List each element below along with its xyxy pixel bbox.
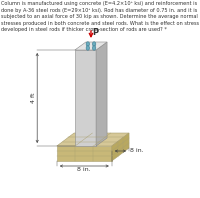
Text: Column is manufactured using concrete (E=4.2×10³ ksi) and reinforcement is
done : Column is manufactured using concrete (E… — [1, 1, 199, 32]
Circle shape — [86, 42, 90, 46]
Circle shape — [86, 46, 90, 50]
Bar — [75, 50, 96, 146]
Bar — [57, 146, 112, 161]
Text: P: P — [93, 28, 99, 37]
Polygon shape — [96, 42, 107, 146]
Polygon shape — [57, 133, 129, 146]
Circle shape — [92, 42, 96, 46]
Text: 8 in.: 8 in. — [77, 167, 91, 172]
Polygon shape — [75, 42, 107, 50]
Text: 8 in.: 8 in. — [130, 148, 143, 153]
Polygon shape — [112, 133, 129, 161]
Circle shape — [92, 46, 96, 50]
Text: 4 ft: 4 ft — [31, 93, 36, 103]
